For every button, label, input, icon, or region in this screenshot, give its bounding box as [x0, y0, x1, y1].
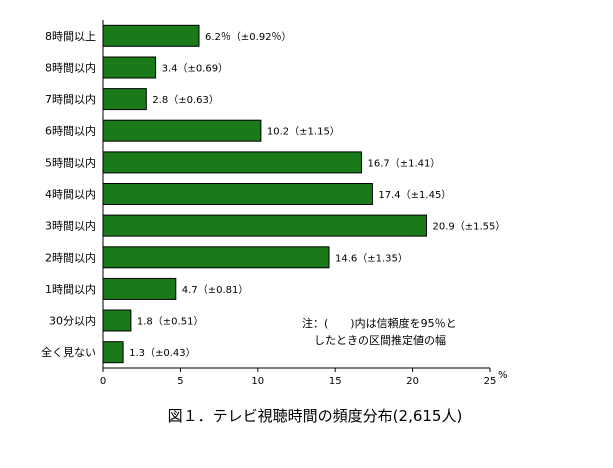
- footnote-line-2: したときの区間推定値の幅: [314, 333, 446, 347]
- data-label-2: 2.8（±0.63）: [152, 94, 219, 106]
- category-label-2: 7時間以内: [45, 92, 96, 106]
- category-label-7: 2時間以内: [45, 250, 96, 264]
- x-tick-label-3: 15: [329, 376, 342, 387]
- bar-6: [102, 214, 427, 237]
- x-tick-label-4: 20: [406, 376, 419, 387]
- x-tick-label-1: 5: [177, 376, 183, 387]
- x-tick-label-0: 0: [100, 376, 106, 387]
- chart-title: 図１．テレビ視聴時間の頻度分布(2,615人): [168, 407, 463, 425]
- data-label-4: 16.7（±1.41）: [368, 157, 441, 169]
- bar-2: [102, 88, 147, 111]
- data-label-3: 10.2（±1.15）: [267, 126, 340, 138]
- data-label-6: 20.9（±1.55）: [433, 221, 506, 233]
- category-label-10: 全く見ない: [41, 345, 96, 359]
- data-label-1: 3.4（±0.69）: [162, 63, 229, 75]
- bar-1: [102, 56, 157, 79]
- x-tick-label-5: 25: [484, 376, 497, 387]
- data-label-9: 1.8（±0.51）: [137, 316, 204, 328]
- category-label-0: 8時間以上: [45, 30, 96, 43]
- bar-10: [102, 341, 124, 364]
- category-label-4: 5時間以内: [45, 155, 96, 169]
- bar-3: [102, 119, 262, 142]
- category-label-5: 4時間以内: [45, 187, 96, 201]
- category-label-1: 8時間以内: [45, 61, 96, 75]
- category-label-3: 6時間以内: [45, 124, 96, 138]
- data-label-7: 14.6（±1.35）: [335, 252, 408, 264]
- data-label-8: 4.7（±0.81）: [182, 284, 249, 296]
- bar-9: [102, 309, 132, 332]
- bar-0: [102, 24, 200, 47]
- x-unit-label: %: [498, 370, 508, 381]
- footnote-line-1: 注：( )内は信頼度を95％と: [302, 316, 457, 330]
- category-label-8: 1時間以内: [45, 282, 96, 296]
- category-label-9: 30分以内: [49, 314, 96, 328]
- data-label-10: 1.3（±0.43）: [129, 347, 196, 359]
- bar-8: [102, 277, 177, 300]
- bar-4: [102, 151, 362, 174]
- category-label-6: 3時間以内: [45, 219, 96, 233]
- bar-5: [102, 183, 373, 205]
- bar-7: [102, 246, 330, 269]
- x-tick-label-2: 10: [251, 376, 264, 387]
- data-label-5: 17.4（±1.45）: [378, 189, 451, 201]
- data-label-0: 6.2％（±0.92％）: [205, 31, 292, 43]
